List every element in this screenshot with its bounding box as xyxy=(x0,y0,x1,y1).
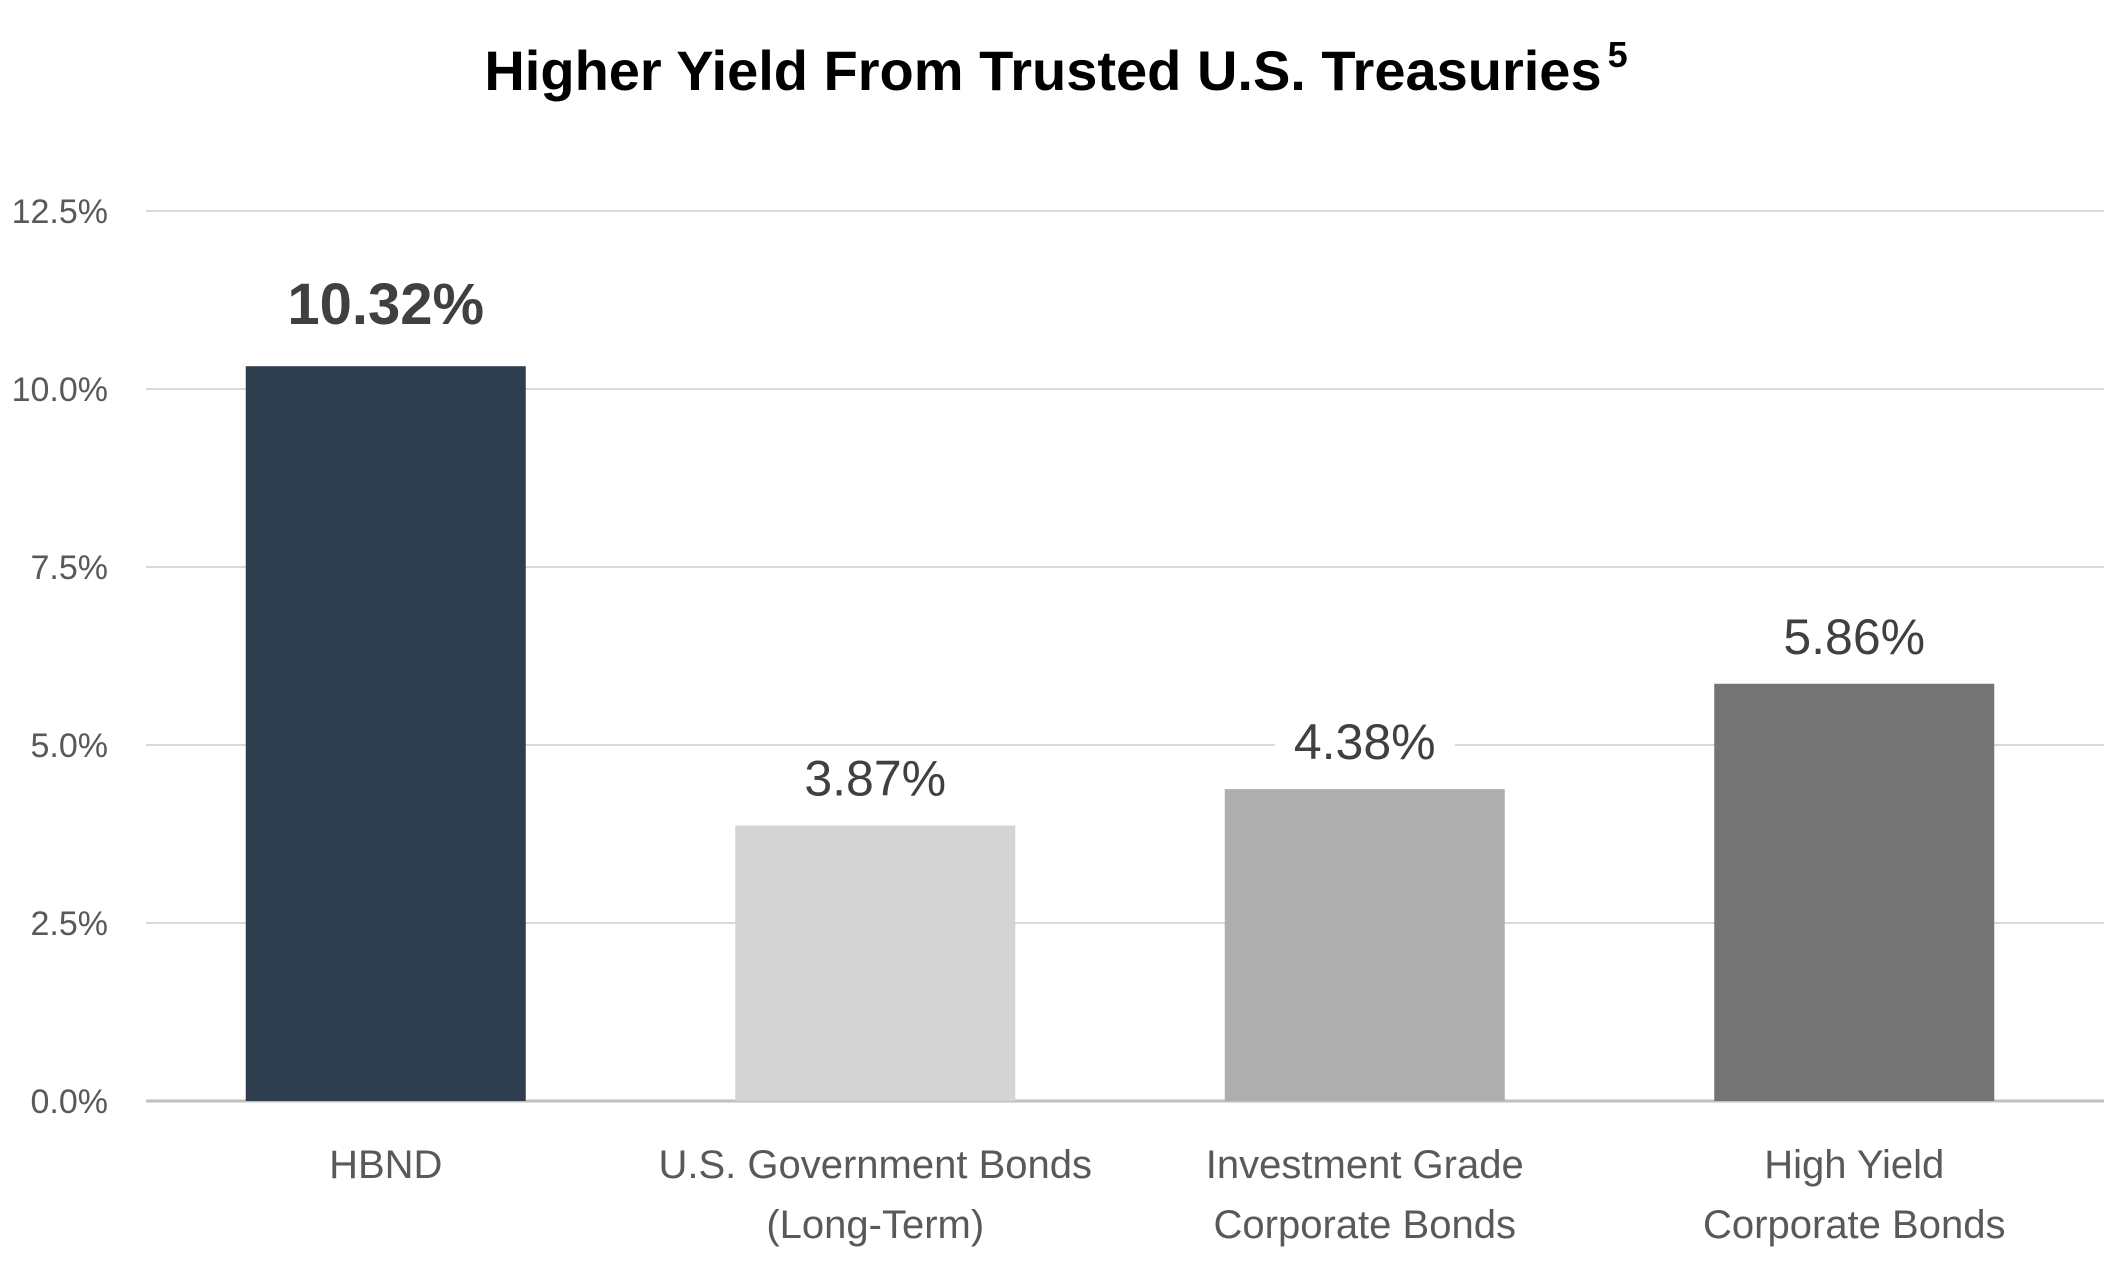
value-label-background xyxy=(785,749,966,808)
x-category-label: U.S. Government Bonds xyxy=(658,1143,1092,1187)
bar xyxy=(735,825,1016,1101)
value-label: 5.86% xyxy=(1783,609,1925,665)
chart-title-text: Higher Yield From Trusted U.S. Treasurie… xyxy=(484,39,1602,102)
x-category-label: Corporate Bonds xyxy=(1214,1203,1516,1247)
y-tick-label: 5.0% xyxy=(31,727,109,765)
x-category-label: Corporate Bonds xyxy=(1703,1203,2005,1247)
value-label-background xyxy=(1274,713,1455,772)
bars xyxy=(245,366,1995,1101)
x-category-label: Investment Grade xyxy=(1206,1143,1524,1187)
y-tick-label: 12.5% xyxy=(12,193,108,231)
value-label-background xyxy=(295,278,476,337)
y-axis: 0.0% 2.5% 5.0% 7.5% 10.0% 12.5% xyxy=(12,193,108,1121)
chart-title-footnote: 5 xyxy=(1607,34,1628,75)
value-label-background xyxy=(1764,607,1945,666)
bar xyxy=(1714,683,1995,1101)
x-category-label: (Long-Term) xyxy=(766,1203,984,1247)
value-label: 10.32% xyxy=(287,272,484,337)
x-category-label: HBND xyxy=(329,1143,442,1187)
bar xyxy=(1224,789,1505,1101)
y-tick-label: 0.0% xyxy=(31,1083,109,1121)
value-label: 3.87% xyxy=(804,750,946,806)
value-label: 4.38% xyxy=(1294,714,1436,770)
y-tick-label: 7.5% xyxy=(31,549,109,587)
value-labels: 10.32% 3.87% 4.38% 5.86% xyxy=(287,272,1945,808)
y-tick-label: 10.0% xyxy=(12,371,108,409)
y-tick-label: 2.5% xyxy=(31,905,109,943)
x-axis: HBND U.S. Government Bonds (Long-Term) Inve… xyxy=(329,1143,2005,1247)
chart-title: Higher Yield From Trusted U.S. Treasurie… xyxy=(0,34,2112,103)
bar xyxy=(245,366,526,1101)
x-category-label: High Yield xyxy=(1764,1143,1944,1187)
